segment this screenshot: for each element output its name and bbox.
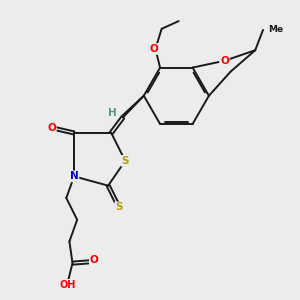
Text: O: O bbox=[220, 56, 229, 66]
Text: N: N bbox=[70, 171, 78, 181]
Text: H: H bbox=[108, 108, 116, 118]
Text: O: O bbox=[90, 255, 99, 265]
Text: S: S bbox=[115, 202, 123, 212]
Text: O: O bbox=[149, 44, 158, 54]
Text: O: O bbox=[47, 123, 56, 133]
Text: OH: OH bbox=[60, 280, 76, 290]
Text: S: S bbox=[122, 156, 129, 166]
Text: Me: Me bbox=[268, 26, 284, 34]
